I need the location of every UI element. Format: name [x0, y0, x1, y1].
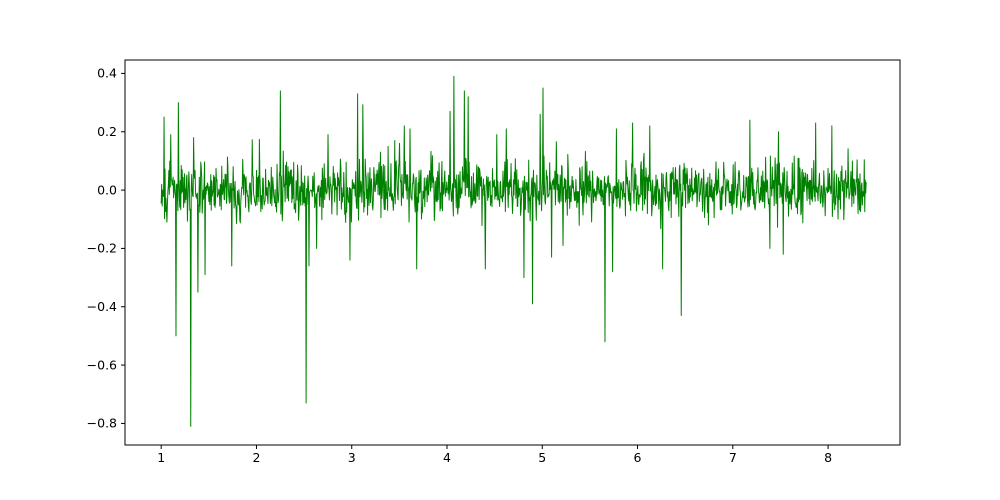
signal-line	[160, 75, 867, 427]
y-tick-label: 0.0	[97, 182, 117, 197]
x-tick-label: 6	[634, 450, 642, 465]
x-tick-label: 4	[443, 450, 451, 465]
y-tick-label: −0.2	[87, 241, 117, 256]
y-tick-label: 0.4	[97, 66, 117, 81]
y-tick-label: −0.8	[87, 416, 117, 431]
y-tick-label: 0.2	[97, 124, 117, 139]
y-tick-label: −0.6	[87, 357, 117, 372]
x-tick-label: 3	[348, 450, 356, 465]
x-tick-label: 5	[538, 450, 546, 465]
x-tick-label: 2	[252, 450, 260, 465]
x-tick-label: 1	[157, 450, 165, 465]
x-tick-label: 7	[729, 450, 737, 465]
axes-frame	[124, 59, 901, 446]
y-tick-label: −0.4	[87, 299, 117, 314]
x-tick-label: 8	[824, 450, 832, 465]
